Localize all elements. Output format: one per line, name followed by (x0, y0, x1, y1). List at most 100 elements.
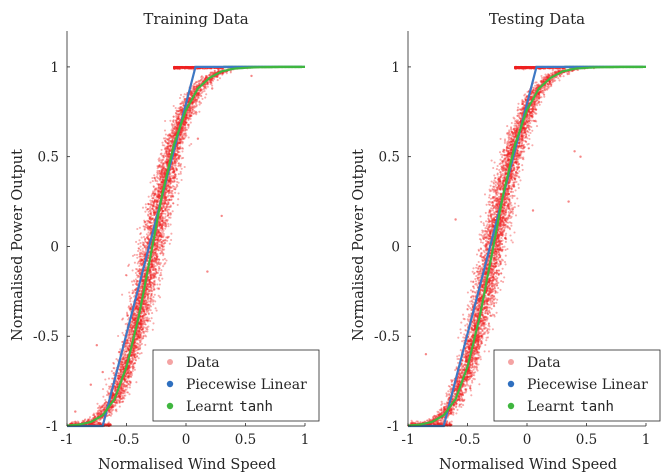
data-point (154, 275, 157, 278)
data-point (177, 107, 180, 110)
data-point (141, 280, 144, 283)
data-point (154, 179, 157, 183)
data-point (168, 242, 171, 245)
data-point (142, 280, 145, 284)
data-point (117, 334, 120, 338)
data-point (146, 293, 149, 296)
data-point (200, 91, 203, 95)
data-point (191, 107, 194, 110)
data-point (146, 328, 149, 331)
data-point (164, 209, 167, 212)
data-point (87, 419, 90, 422)
data-point (142, 327, 145, 330)
data-point (132, 349, 135, 352)
data-point (128, 393, 131, 396)
data-point (151, 193, 154, 196)
data-point (147, 317, 151, 320)
data-point (133, 366, 136, 369)
data-point (136, 280, 139, 283)
data-point (138, 268, 141, 271)
data-point (177, 173, 180, 176)
data-point (110, 370, 113, 373)
data-point (163, 202, 166, 205)
data-point (176, 149, 179, 152)
data-point (176, 203, 179, 206)
data-point (142, 332, 145, 335)
data-point (141, 258, 144, 261)
data-point (129, 297, 132, 300)
data-point (157, 193, 161, 196)
data-point (104, 378, 107, 381)
data-point (154, 276, 158, 279)
data-point (165, 150, 168, 153)
data-point (140, 252, 143, 255)
data-point (147, 203, 150, 206)
data-point (183, 165, 186, 169)
data-point (169, 144, 172, 147)
data-point (128, 364, 131, 367)
data-point (84, 418, 87, 421)
data-point (135, 253, 139, 256)
data-point (166, 219, 169, 222)
data-point (174, 191, 177, 194)
data-point (111, 409, 114, 412)
data-point (183, 93, 186, 96)
data-point (170, 179, 173, 183)
data-point (183, 132, 186, 135)
data-point (118, 405, 121, 408)
data-point (127, 305, 131, 308)
data-point (122, 383, 125, 386)
data-point (153, 202, 156, 205)
data-point (168, 189, 171, 192)
data-point (179, 170, 182, 173)
data-point (174, 153, 177, 156)
data-point (136, 342, 139, 345)
data-point (122, 365, 125, 368)
data-point (164, 219, 167, 222)
data-point (151, 176, 154, 180)
data-point (127, 382, 130, 386)
data-point (151, 263, 154, 266)
data-point (179, 164, 182, 167)
data-point (169, 182, 172, 186)
data-point (193, 83, 196, 86)
data-point (174, 155, 177, 159)
data-point (198, 110, 201, 113)
data-point (167, 225, 170, 228)
data-point (163, 129, 167, 132)
data-point (164, 137, 167, 140)
data-point (105, 383, 108, 386)
data-point (154, 247, 157, 250)
data-point (177, 154, 181, 157)
data-point (133, 354, 136, 357)
data-point (160, 161, 164, 164)
data-point (204, 74, 207, 77)
data-point (123, 389, 126, 393)
data-point (117, 382, 120, 385)
data-point (152, 267, 155, 270)
data-point (191, 102, 194, 105)
data-point (111, 394, 114, 397)
data-point (138, 347, 142, 351)
data-point (150, 214, 153, 217)
data-point (157, 294, 160, 297)
data-point (191, 102, 194, 105)
data-point (181, 124, 185, 127)
data-point (101, 388, 105, 391)
data-point (131, 353, 134, 356)
data-point (132, 347, 135, 350)
data-point (189, 109, 192, 112)
data-point (153, 251, 157, 254)
y-axis-label: Normalised Power Output (10, 149, 26, 341)
data-point (158, 283, 161, 286)
data-point (131, 365, 134, 368)
data-point (143, 323, 147, 326)
data-point (107, 391, 110, 394)
data-point (133, 362, 137, 365)
data-point (154, 260, 157, 263)
data-point (158, 159, 161, 163)
data-point (159, 214, 162, 217)
data-point (164, 202, 167, 205)
data-point (136, 355, 139, 358)
data-point (165, 141, 168, 144)
